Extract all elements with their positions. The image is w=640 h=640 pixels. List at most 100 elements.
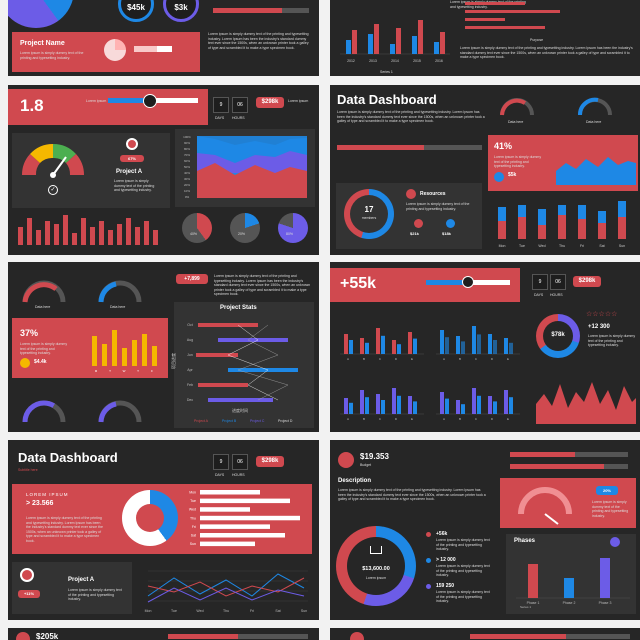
area-y-label-8: 20% xyxy=(184,183,190,187)
top-progress xyxy=(168,634,308,639)
hours-label: HOURS xyxy=(232,473,245,477)
bar-2013-a xyxy=(368,34,373,54)
stats-title: Project Stats xyxy=(220,305,257,311)
hbar-Thu xyxy=(200,515,300,521)
slide-10[interactable] xyxy=(330,628,640,640)
line-x-Tue: Tue xyxy=(171,609,177,613)
hbar-label-Tue: Tue xyxy=(190,499,196,503)
bar-0-0-b xyxy=(349,340,353,354)
x-label-2013: 2013 xyxy=(369,59,377,63)
money-value: $4.4k xyxy=(34,359,47,365)
phase-label-0: Phase 1 xyxy=(527,601,540,605)
stacked-bar-Wed-b xyxy=(538,209,546,225)
slide-9[interactable]: $205k xyxy=(8,628,319,640)
x-label-1-4: E xyxy=(507,357,509,361)
bar-1-0-a xyxy=(440,330,444,354)
area-y-label-7: 30% xyxy=(184,177,190,181)
x-label-Sun: Sun xyxy=(619,244,625,248)
slide-4[interactable]: Data Dashboard Lorem ipsum is simply dum… xyxy=(330,85,640,255)
line-chart: Mon Tue Wed Thu Fri Sat Sun xyxy=(145,570,308,613)
s3-value: 159 250 xyxy=(436,583,455,589)
area-y-label-5: 50% xyxy=(184,165,190,169)
x-label-3-4: E xyxy=(507,417,509,421)
bar-0-1-b xyxy=(365,342,369,354)
gantt-bar-1 xyxy=(218,338,288,342)
bar-2-4-b xyxy=(413,401,417,414)
bar-0-3-b xyxy=(397,344,401,354)
money-badge: $298k xyxy=(256,97,284,108)
yellow-bar-1 xyxy=(102,344,107,366)
amount-value: $19.353 xyxy=(360,452,389,461)
stacked-bar-Thu-a xyxy=(558,215,566,239)
hbar-3 xyxy=(465,26,545,29)
mini-gauge-1-label: Data here xyxy=(508,120,524,124)
slide-1[interactable]: $45k $3k Project Name Lorem ipsum is sim… xyxy=(8,0,319,76)
phase-legend: Series 1 xyxy=(520,605,531,609)
month-label-4: F xyxy=(151,369,153,373)
check-icon: ✓ xyxy=(48,185,58,195)
gantt-y-Jun: Jun xyxy=(187,353,193,357)
members-num: 17 xyxy=(364,205,374,214)
bar-2-1-a xyxy=(360,390,364,414)
hbar-Fri xyxy=(200,524,270,529)
big-number: +55k xyxy=(340,275,377,292)
card-lorem: Lorem ipsum is simply dummy text of the … xyxy=(26,516,103,543)
title-progress xyxy=(337,145,482,150)
phases-chart: Phase 1 Phase 2 Phase 3 Series 1 xyxy=(516,558,630,609)
dashboard-title: Data Dashboard xyxy=(18,450,118,465)
days-box: 9 xyxy=(213,454,229,470)
stacked-bar-Sun-b xyxy=(618,201,626,217)
stacked-bar-Sat-a xyxy=(598,223,606,239)
hbar-Wed xyxy=(200,507,250,512)
pct-badge: +11% xyxy=(18,590,40,598)
pie-3-label: 80% xyxy=(286,232,294,236)
days-box: 9 xyxy=(213,97,229,113)
x-axis-title: 进度时间 xyxy=(232,408,248,413)
gauge-a xyxy=(22,280,66,303)
hbar-Tue xyxy=(200,498,290,504)
slide-6[interactable]: +55k 9 06 DAYS HOURS $298k A B C D E A B C D E A B C… xyxy=(330,262,640,432)
small-bar-8 xyxy=(90,227,95,245)
stacked-bar-Fri-a xyxy=(578,219,586,239)
pct-value: 41% xyxy=(494,141,513,151)
gauge-b xyxy=(98,280,142,303)
bar-chart-quad: A B C D E A B C D E A B C D E A B C D E xyxy=(340,326,520,421)
small-bar-6 xyxy=(72,233,77,245)
bar-3-0-b xyxy=(445,398,449,414)
resources-panel: 17 members Resources Lorem ipsum is simp… xyxy=(336,183,482,249)
hours-box: 06 xyxy=(550,274,566,290)
small-bar-2 xyxy=(36,230,41,245)
bar-3-3-a xyxy=(488,396,492,414)
big-number: 1.8 xyxy=(20,96,44,115)
x-label-2014: 2014 xyxy=(391,59,399,63)
bar-1-1-a xyxy=(456,336,460,354)
bar-0-3-a xyxy=(392,340,396,354)
target-icon xyxy=(20,568,34,582)
slide-3[interactable]: 1.8 Lorem ipsum 9 06 DAYS HOURS $298k Lo… xyxy=(8,85,319,255)
gauge-a-label: Data here xyxy=(35,305,51,309)
x-label-Sat: Sat xyxy=(599,244,604,248)
small-bar-11 xyxy=(117,224,122,245)
bar-1-2-b xyxy=(477,334,481,354)
bar-0-2-b xyxy=(381,335,385,354)
plus-badge: +7,899 xyxy=(176,274,208,284)
slide-7[interactable]: Data Dashboard Subtitle here 9 06 DAYS H… xyxy=(8,440,319,620)
x-label-Wed: Wed xyxy=(538,244,545,248)
bar-3-3-b xyxy=(493,401,497,414)
hours-box: 06 xyxy=(232,454,248,470)
bar-2-3-a xyxy=(392,388,396,414)
bar-0-4-b xyxy=(413,338,417,354)
x-label-2015: 2015 xyxy=(413,59,421,63)
top-bar xyxy=(213,8,309,13)
small-bar-9 xyxy=(99,221,104,245)
slide2-lorem: Lorem ipsum is simply dummy text of the … xyxy=(460,46,633,59)
project-desc: Lorem ipsum is simply dummy text of the … xyxy=(20,51,84,60)
small-bar-3 xyxy=(45,221,50,245)
slide-8[interactable]: $19.353 Budget Description Lorem ipsum i… xyxy=(330,440,640,620)
slide-2[interactable]: Lorem ipsum is simply dummy text of the … xyxy=(330,0,640,76)
stacked-bar-Sat-b xyxy=(598,211,606,223)
gantt-y-Oct: Oct xyxy=(187,323,192,327)
pct-lorem: Lorem ipsum is simply dummy text of the … xyxy=(494,155,542,168)
slide-5[interactable]: Data here Data here +7,899 Lorem ipsum i… xyxy=(8,262,319,432)
